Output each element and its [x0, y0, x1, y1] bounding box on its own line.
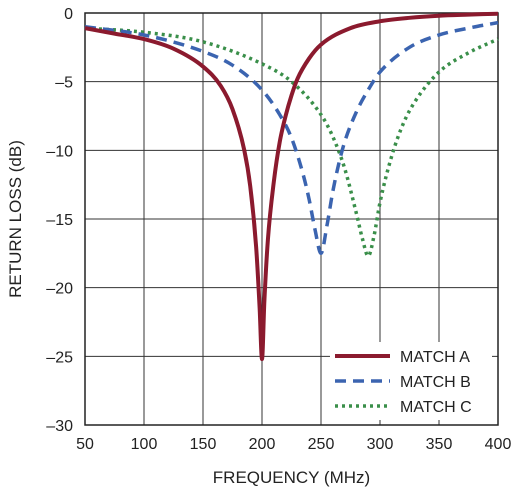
x-tick-label: 150: [190, 436, 217, 453]
series-line-match-c: [84, 26, 499, 258]
y-tick-label: –20: [46, 281, 73, 298]
series-line-match-b: [84, 20, 499, 256]
legend-label-match-c: MATCH C: [400, 399, 472, 416]
series-line-match-a: [84, 11, 499, 362]
y-tick-label: –15: [46, 212, 73, 229]
y-axis-title: RETURN LOSS (dB): [6, 140, 25, 298]
x-tick-label: 400: [485, 436, 512, 453]
y-tick-label: –10: [46, 143, 73, 160]
legend-label-match-a: MATCH A: [400, 349, 470, 366]
x-tick-label: 100: [131, 436, 158, 453]
x-tick-label: 200: [249, 436, 276, 453]
legend-label-match-b: MATCH B: [400, 374, 471, 391]
plot-area-frame: [84, 12, 499, 426]
y-tick-label: –25: [46, 349, 73, 366]
x-axis-title: FREQUENCY (MHz): [213, 468, 370, 487]
x-axis-ticks: 50 100 150 200 250 300 350 400: [76, 436, 511, 453]
series-layer: [84, 11, 499, 362]
y-tick-label: –5: [55, 75, 73, 92]
x-tick-label: 300: [367, 436, 394, 453]
y-axis-ticks: 0 –5 –10 –15 –20 –25 –30: [46, 6, 73, 435]
legend: MATCH A MATCH B MATCH C: [330, 342, 492, 420]
x-tick-label: 250: [308, 436, 335, 453]
y-tick-label: –30: [46, 418, 73, 435]
x-tick-label: 350: [426, 436, 453, 453]
x-tick-label: 50: [76, 436, 94, 453]
y-tick-label: 0: [64, 6, 73, 23]
